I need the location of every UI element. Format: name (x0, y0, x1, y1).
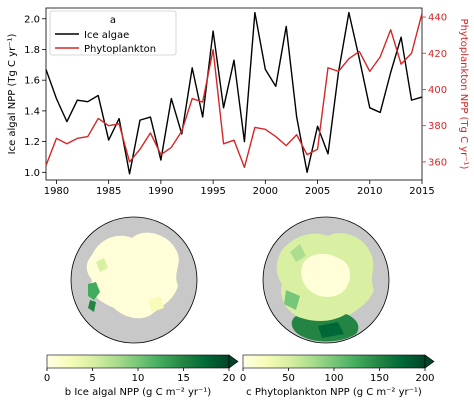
colorbar-tick-label: 15 (177, 373, 190, 384)
colorbar-gradient (46, 354, 230, 369)
left-y-tick-label: 1.6 (24, 76, 40, 87)
x-tick-label: 2010 (357, 186, 382, 197)
series-line-phytoplankton (45, 13, 423, 169)
x-tick-label: 1985 (96, 186, 121, 197)
left-y-axis: 1.0 1.2 1.4 1.6 1.8 2.0 (24, 14, 46, 179)
caption-ice-algae: b Ice algal NPP (g C m⁻² yr⁻¹) (65, 387, 211, 398)
legend-label-ice-algae: Ice algae (84, 30, 129, 41)
map-phytoplankton-peak-region (318, 322, 344, 338)
left-y-tick-label: 1.4 (24, 106, 40, 117)
colorbar-tick-label: 0 (44, 373, 50, 384)
left-axis-label: Ice algal NPP (Tg C yr⁻¹) (7, 34, 18, 155)
legend-label-phytoplankton: Phytoplankton (84, 44, 156, 55)
map-ice-algae-bay (148, 296, 164, 312)
series-line-ice-algae (45, 11, 423, 175)
panel-label: a (110, 15, 116, 26)
colorbar-tick-label: 100 (324, 373, 343, 384)
colorbar-tick-label: 150 (370, 373, 389, 384)
map-ice-algae-ocean (86, 232, 179, 319)
map-ice-algae-border (70, 216, 198, 344)
colorbar-extend-arrow (228, 354, 239, 369)
map-phytoplankton-shelf (290, 244, 306, 262)
map-ice-algae-light-patch (96, 258, 108, 272)
map-phytoplankton (262, 216, 390, 344)
map-phytoplankton-mid-green (284, 290, 300, 310)
x-tick-label: 1990 (148, 186, 173, 197)
colorbar-extend-arrow (424, 354, 435, 369)
left-y-tick-label: 1.0 (24, 168, 40, 179)
map-phytoplankton-border (262, 216, 390, 344)
left-y-tick-label: 1.2 (24, 137, 40, 148)
series-lines (45, 11, 423, 175)
x-axis: 1980 1985 1990 1995 2000 2005 2010 2015 (44, 180, 435, 197)
colorbar-gradient (242, 354, 426, 369)
colorbar-tick-label: 200 (415, 373, 434, 384)
right-y-tick-label: 380 (428, 121, 447, 132)
x-tick-label: 1995 (200, 186, 225, 197)
map-ice-algae-green-patch (88, 282, 100, 300)
map-phytoplankton-ice-core (301, 253, 351, 297)
colorbar-tick-label: 0 (240, 373, 246, 384)
colorbar-tick-label: 50 (282, 373, 295, 384)
colorbar-phytoplankton: 0 50 100 150 200 (240, 354, 435, 384)
x-tick-label: 1980 (44, 186, 69, 197)
right-y-tick-label: 400 (428, 85, 447, 96)
x-tick-label: 2005 (305, 186, 330, 197)
x-tick-label: 2000 (253, 186, 278, 197)
legend: a Ice algae Phytoplankton (49, 10, 177, 56)
right-y-axis: 360 380 400 420 440 (422, 13, 447, 168)
colorbar-tick-label: 20 (223, 373, 236, 384)
colorbar-tick-label: 5 (89, 373, 95, 384)
line-chart-panel: 1980 1985 1990 1995 2000 2005 2010 2015 1.01.21… (7, 7, 469, 197)
map-ice-algae (70, 216, 198, 344)
caption-phytoplankton: c Phytoplankton NPP (g C m⁻² yr⁻¹) (246, 387, 422, 398)
right-y-tick-label: 420 (428, 49, 447, 60)
colorbar-ice-algae: 0 5 10 15 20 (44, 354, 239, 384)
legend-box (49, 10, 177, 56)
right-axis-label: Phytoplankton NPP (Tg C yr⁻¹) (458, 19, 469, 170)
right-y-tick-label: 440 (428, 13, 447, 24)
left-y-tick-label: 2.0 (24, 14, 40, 25)
x-tick-label: 2015 (409, 186, 434, 197)
colorbar-tick-label: 10 (132, 373, 145, 384)
right-y-tick-label: 360 (428, 157, 447, 168)
left-y-tick-label: 1.8 (24, 45, 40, 56)
map-ice-algae-green-strip (88, 300, 96, 312)
